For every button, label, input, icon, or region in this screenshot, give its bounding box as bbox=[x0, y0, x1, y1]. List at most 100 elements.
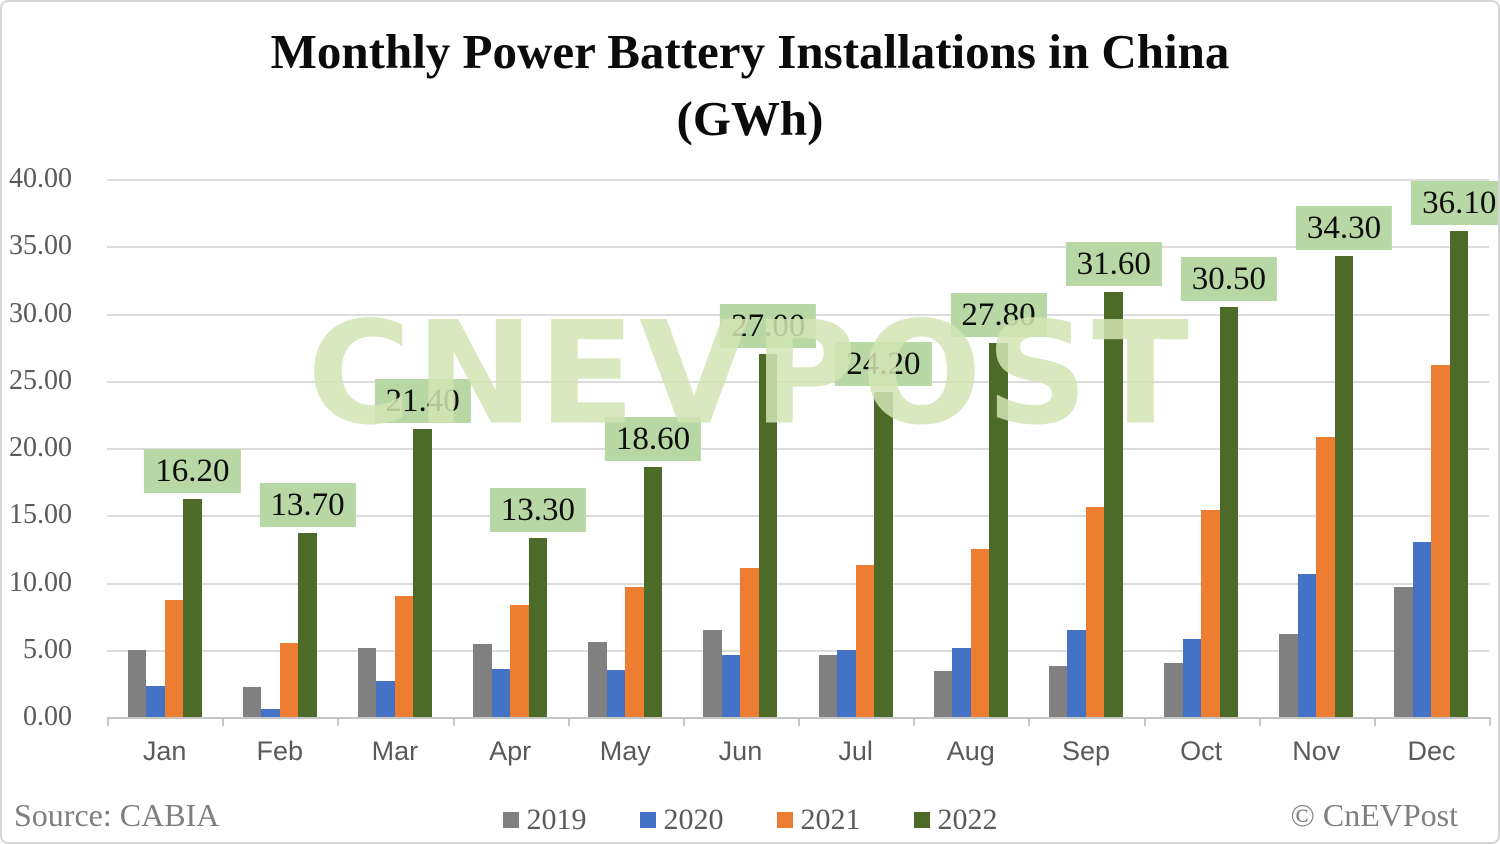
bars-oct: 30.50 bbox=[1164, 179, 1277, 717]
bar-2019-aug bbox=[933, 671, 953, 717]
x-tick-label-aug: Aug bbox=[946, 736, 995, 766]
bar-2021-sep bbox=[1085, 507, 1105, 717]
data-label-2022-nov: 34.30 bbox=[1295, 205, 1393, 250]
legend-label-2021: 2021 bbox=[800, 803, 861, 836]
legend-item-2020: 2020 bbox=[639, 803, 724, 837]
bar-2021-nov bbox=[1316, 437, 1335, 717]
data-label-2022-jul: 24.20 bbox=[835, 341, 932, 386]
legend-label-2020: 2020 bbox=[663, 803, 724, 836]
bar-2020-sep bbox=[1067, 629, 1086, 717]
chart-title: Monthly Power Battery Installations in C… bbox=[2, 18, 1498, 152]
bar-2021-apr bbox=[510, 605, 529, 717]
y-tick-label-0.00: 0.00 bbox=[23, 701, 72, 732]
bar-2022-dec bbox=[1449, 231, 1469, 717]
bar-2022-jun bbox=[758, 353, 778, 717]
bar-2020-oct bbox=[1182, 639, 1202, 717]
copyright-note: © CnEVPost bbox=[1290, 797, 1458, 833]
gridline-20.00 bbox=[107, 448, 1489, 450]
bars-jun: 27.00 bbox=[703, 179, 817, 717]
legend-item-2022: 2022 bbox=[913, 803, 998, 837]
x-axis-tick bbox=[107, 717, 109, 726]
x-tick-label-dec: Dec bbox=[1407, 736, 1456, 766]
bar-group-nov: 34.30 bbox=[1259, 179, 1393, 717]
bar-2021-jul bbox=[855, 565, 875, 717]
bar-2019-feb bbox=[242, 687, 262, 717]
data-label-2022-aug: 27.80 bbox=[950, 293, 1047, 338]
data-label-2022-dec: 36.10 bbox=[1411, 181, 1498, 226]
chart-title-line1: Monthly Power Battery Installations in C… bbox=[270, 24, 1230, 79]
data-label-2022-jan: 16.20 bbox=[144, 449, 241, 494]
legend-swatch-2021 bbox=[776, 812, 793, 828]
bar-2022-mar bbox=[413, 429, 432, 717]
bar-2022-feb bbox=[298, 532, 317, 717]
gridline-35.00 bbox=[107, 246, 1489, 249]
bar-2022-may bbox=[643, 466, 663, 717]
bars-apr: 13.30 bbox=[473, 179, 586, 717]
bar-group-aug: 27.80 bbox=[913, 179, 1047, 717]
bar-2019-mar bbox=[357, 648, 377, 717]
bar-2019-may bbox=[588, 641, 607, 717]
x-axis-tick bbox=[798, 717, 800, 726]
bar-2022-aug bbox=[989, 343, 1008, 717]
bars-dec: 36.10 bbox=[1394, 179, 1498, 717]
bar-group-oct: 30.50 bbox=[1144, 179, 1277, 717]
gridline-25.00 bbox=[107, 380, 1489, 383]
bar-2021-aug bbox=[970, 548, 990, 717]
bar-group-apr: 13.30 bbox=[453, 179, 586, 717]
bar-2022-apr bbox=[528, 538, 548, 717]
gridline-40.00 bbox=[107, 179, 1489, 181]
bar-2021-oct bbox=[1201, 509, 1220, 717]
bar-2019-apr bbox=[473, 644, 492, 717]
bar-2020-feb bbox=[261, 708, 280, 717]
legend-swatch-2019 bbox=[502, 812, 519, 828]
gridline-15.00 bbox=[107, 515, 1489, 518]
x-tick-label-jun: Jun bbox=[718, 736, 763, 766]
y-tick-label-15.00: 15.00 bbox=[9, 499, 72, 531]
bar-group-jan: 16.20 bbox=[107, 179, 241, 717]
data-label-2022-may: 18.60 bbox=[604, 416, 702, 461]
bar-2020-apr bbox=[491, 668, 511, 717]
x-tick-label-sep: Sep bbox=[1061, 736, 1110, 766]
bar-2020-mar bbox=[376, 680, 395, 717]
bars-mar: 21.40 bbox=[357, 179, 471, 717]
bars-may: 18.60 bbox=[588, 179, 702, 717]
bar-2019-sep bbox=[1048, 665, 1068, 717]
bar-2021-may bbox=[625, 586, 644, 717]
bar-2019-oct bbox=[1164, 663, 1183, 717]
bar-group-may: 18.60 bbox=[568, 179, 702, 717]
data-label-2022-mar: 21.40 bbox=[374, 379, 471, 424]
y-tick-label-35.00: 35.00 bbox=[9, 230, 72, 262]
y-tick-label-10.00: 10.00 bbox=[9, 566, 72, 598]
legend-item-2021: 2021 bbox=[776, 803, 861, 837]
bar-2022-jul bbox=[874, 391, 893, 717]
bar-2020-dec bbox=[1412, 542, 1432, 717]
bar-2022-jan bbox=[183, 499, 202, 717]
bar-2019-jan bbox=[127, 649, 147, 717]
bar-2020-nov bbox=[1297, 574, 1317, 717]
legend: 2019 2020 2021 2022 bbox=[2, 801, 1498, 839]
chart-title-line2: (GWh) bbox=[676, 91, 824, 146]
legend-swatch-2022 bbox=[913, 812, 930, 828]
x-axis-tick bbox=[452, 717, 455, 726]
x-axis-tick bbox=[1373, 717, 1376, 726]
x-tick-label-jul: Jul bbox=[838, 736, 873, 766]
x-tick-label-mar: Mar bbox=[371, 736, 419, 766]
bar-2021-feb bbox=[279, 643, 299, 717]
x-axis-tick bbox=[1489, 717, 1491, 726]
bars-sep: 31.60 bbox=[1048, 179, 1162, 717]
x-tick-label-may: May bbox=[599, 736, 651, 766]
y-axis: 40.00 35.00 30.00 25.00 20.00 15.00 10.00 5.00 0… bbox=[2, 163, 72, 732]
legend-label-2019: 2019 bbox=[526, 803, 587, 836]
y-tick-label-40.00: 40.00 bbox=[9, 163, 72, 194]
x-tick-label-oct: Oct bbox=[1180, 736, 1223, 766]
bars-jul: 24.20 bbox=[818, 179, 932, 717]
x-axis: Jan Feb Mar Apr May Jun Jul Aug Sep Oct Nov Dec bbox=[107, 736, 1489, 770]
y-tick-label-20.00: 20.00 bbox=[9, 432, 72, 463]
bar-group-mar: 21.40 bbox=[337, 179, 471, 717]
bar-2020-jul bbox=[837, 649, 856, 717]
x-axis-tick bbox=[1258, 717, 1261, 726]
bar-2022-nov bbox=[1334, 255, 1354, 717]
x-axis-tick bbox=[682, 717, 685, 726]
bar-groups: 16.20 13.70 21.40 13.30 18.60 27.00 24.20 27.80… bbox=[107, 179, 1498, 717]
